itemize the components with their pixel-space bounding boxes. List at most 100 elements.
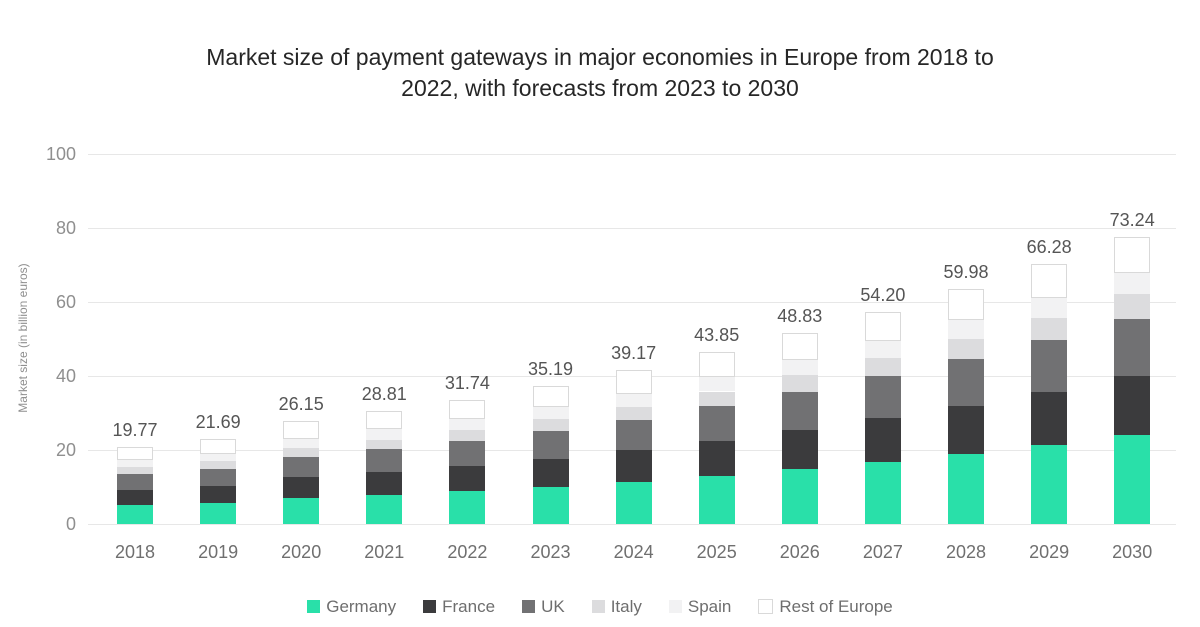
bar-segment-italy-2027 bbox=[864, 357, 901, 376]
legend-item-rest-of-europe: Rest of Europe bbox=[758, 597, 893, 616]
x-tick-label-2019: 2019 bbox=[198, 542, 239, 562]
bar-total-label-2030: 73.24 bbox=[1109, 209, 1155, 230]
legend-item-italy: Italy bbox=[591, 597, 642, 616]
bar-segment-france-2019 bbox=[200, 485, 237, 504]
bar-segment-spain-2025 bbox=[698, 377, 735, 392]
bar-segment-italy-2030 bbox=[1114, 294, 1151, 319]
bar-segment-uk-2029 bbox=[1031, 339, 1068, 392]
bar-segment-uk-2027 bbox=[864, 375, 901, 419]
bar-total-label-2027: 54.20 bbox=[860, 284, 906, 305]
bar-segment-rest-of-europe-2027 bbox=[864, 311, 901, 341]
bar-segment-germany-2029 bbox=[1031, 444, 1068, 524]
bar-segment-france-2028 bbox=[948, 405, 984, 454]
bar-segment-uk-2023 bbox=[532, 431, 569, 459]
bar-segment-france-2029 bbox=[1031, 391, 1068, 445]
bar-segment-rest-of-europe-2018 bbox=[117, 446, 153, 461]
bar-total-label-2022: 31.74 bbox=[444, 372, 490, 393]
legend-swatch-rest-of-europe bbox=[758, 599, 774, 614]
legend-label-france: France bbox=[442, 597, 496, 616]
chart-title: Market size of payment gateways in major… bbox=[0, 42, 1200, 104]
bar-segment-spain-2018 bbox=[117, 460, 153, 468]
bar-segment-uk-2019 bbox=[200, 468, 237, 486]
bar-segment-italy-2023 bbox=[532, 419, 569, 431]
bar-segment-france-2024 bbox=[615, 450, 652, 482]
x-tick-label-2023: 2023 bbox=[530, 542, 571, 562]
legend-item-uk: UK bbox=[522, 598, 565, 615]
bar-segment-germany-2018 bbox=[117, 505, 153, 524]
bar-segment-uk-2030 bbox=[1114, 318, 1151, 377]
bar-segment-france-2018 bbox=[117, 489, 153, 506]
y-tick-label-60: 60 bbox=[55, 292, 76, 312]
x-tick-label-2020: 2020 bbox=[281, 542, 322, 562]
bar-segment-spain-2021 bbox=[366, 429, 403, 440]
bar-segment-uk-2026 bbox=[781, 391, 818, 430]
bar-segment-spain-2026 bbox=[781, 359, 818, 376]
bar-segment-uk-2024 bbox=[615, 419, 652, 451]
bar-segment-italy-2020 bbox=[283, 447, 320, 457]
bar-segment-uk-2021 bbox=[366, 449, 403, 472]
bar-segment-spain-2022 bbox=[449, 419, 486, 431]
bar-segment-italy-2029 bbox=[1031, 317, 1068, 340]
bar-total-label-2024: 39.17 bbox=[611, 343, 657, 364]
bar-segment-france-2023 bbox=[532, 458, 569, 487]
bar-segment-france-2027 bbox=[864, 418, 901, 462]
legend-swatch-spain bbox=[668, 600, 682, 613]
legend-item-france: France bbox=[423, 598, 495, 615]
legend-label-uk: UK bbox=[541, 597, 565, 616]
bar-segment-germany-2026 bbox=[781, 469, 818, 524]
y-tick-label-0: 0 bbox=[65, 514, 76, 534]
gridline-0 bbox=[88, 524, 1176, 525]
bar-segment-italy-2028 bbox=[948, 338, 984, 359]
bar-segment-germany-2027 bbox=[864, 461, 901, 524]
bar-segment-italy-2025 bbox=[698, 391, 735, 407]
bar-segment-rest-of-europe-2023 bbox=[532, 386, 569, 408]
bar-segment-spain-2023 bbox=[532, 407, 569, 420]
bar-segment-rest-of-europe-2024 bbox=[615, 370, 652, 394]
bar-segment-rest-of-europe-2019 bbox=[200, 438, 237, 454]
legend-label-rest-of-europe: Rest of Europe bbox=[779, 597, 893, 616]
bar-segment-spain-2020 bbox=[283, 438, 320, 448]
bar-segment-uk-2020 bbox=[283, 456, 320, 478]
legend-label-spain: Spain bbox=[687, 597, 732, 616]
bar-total-label-2029: 66.28 bbox=[1026, 237, 1072, 258]
legend: Germany France UK Italy Spain Rest of Europe bbox=[0, 598, 1200, 615]
bar-segment-rest-of-europe-2030 bbox=[1114, 236, 1151, 273]
legend-item-spain: Spain bbox=[668, 597, 732, 616]
legend-label-italy: Italy bbox=[610, 597, 642, 616]
chart-title-line-2: 2022, with forecasts from 2023 to 2030 bbox=[401, 75, 799, 101]
legend-item-germany: Germany bbox=[307, 598, 396, 615]
x-tick-label-2030: 2030 bbox=[1112, 542, 1153, 562]
legend-swatch-uk bbox=[522, 600, 536, 613]
x-tick-label-2022: 2022 bbox=[447, 542, 488, 562]
bar-segment-spain-2029 bbox=[1031, 297, 1068, 318]
y-tick-label-20: 20 bbox=[55, 440, 76, 460]
bar-segment-uk-2028 bbox=[948, 358, 984, 406]
x-tick-label-2029: 2029 bbox=[1029, 542, 1070, 562]
y-tick-label-100: 100 bbox=[45, 144, 76, 164]
y-axis-title: Market size (in billion euros) bbox=[16, 263, 30, 413]
chart-title-line-1: Market size of payment gateways in major… bbox=[206, 44, 994, 70]
y-tick-label-40: 40 bbox=[55, 366, 76, 386]
bar-segment-germany-2022 bbox=[449, 491, 486, 524]
bar-segment-spain-2028 bbox=[948, 320, 984, 339]
bar-segment-uk-2025 bbox=[698, 406, 735, 441]
bar-segment-france-2021 bbox=[366, 471, 403, 495]
bar-segment-france-2030 bbox=[1114, 376, 1151, 435]
x-tick-label-2028: 2028 bbox=[945, 542, 987, 562]
bar-total-label-2021: 28.81 bbox=[361, 384, 407, 405]
bar-total-label-2026: 48.83 bbox=[777, 305, 823, 326]
bar-segment-france-2022 bbox=[449, 465, 486, 492]
bar-total-label-2025: 43.85 bbox=[694, 325, 740, 346]
bar-segment-spain-2027 bbox=[864, 340, 901, 358]
bar-segment-germany-2023 bbox=[532, 486, 569, 524]
bar-total-label-2020: 26.15 bbox=[278, 394, 324, 415]
bar-segment-france-2026 bbox=[781, 429, 818, 470]
bar-total-label-2018: 19.77 bbox=[112, 419, 158, 440]
bar-segment-france-2025 bbox=[698, 440, 735, 476]
legend-swatch-germany bbox=[307, 600, 321, 613]
bar-segment-italy-2019 bbox=[200, 461, 237, 469]
bar-segment-uk-2022 bbox=[449, 440, 486, 466]
legend-swatch-italy bbox=[591, 600, 605, 613]
bar-segment-germany-2020 bbox=[283, 498, 320, 524]
legend-swatch-france bbox=[423, 600, 437, 613]
